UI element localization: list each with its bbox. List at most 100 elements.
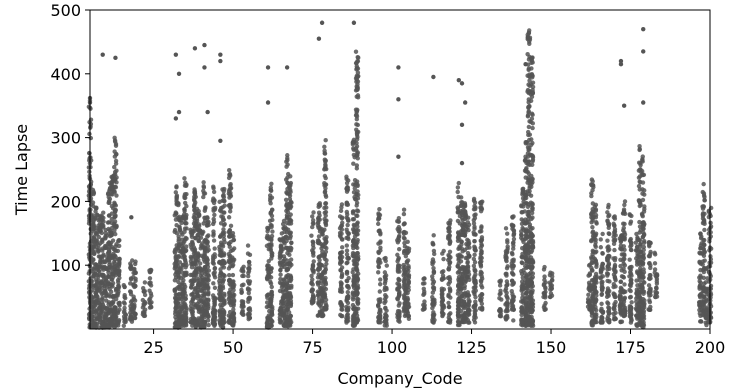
data-point — [541, 305, 547, 310]
outlier-point — [176, 71, 182, 77]
data-point — [197, 223, 202, 229]
data-point — [205, 264, 211, 269]
data-point — [116, 243, 122, 249]
data-point — [397, 301, 402, 306]
data-point — [142, 309, 147, 315]
data-point — [606, 205, 611, 210]
outlier-point — [218, 52, 223, 57]
data-point — [338, 280, 343, 285]
data-point — [246, 299, 251, 304]
data-point — [106, 198, 112, 204]
data-point — [117, 307, 122, 312]
data-point — [264, 275, 270, 281]
data-point — [221, 272, 226, 278]
data-point — [112, 164, 117, 170]
data-point — [612, 227, 618, 232]
data-point — [522, 196, 528, 201]
data-point — [447, 240, 453, 245]
data-point — [230, 293, 236, 299]
data-point — [503, 257, 509, 263]
data-point — [103, 234, 108, 239]
data-point — [530, 84, 536, 90]
data-point — [599, 292, 604, 297]
data-point — [461, 319, 467, 325]
data-point — [396, 228, 401, 234]
data-point — [323, 267, 329, 272]
data-point — [90, 318, 95, 324]
data-point — [606, 253, 611, 259]
data-point — [354, 140, 359, 146]
data-point — [322, 189, 328, 194]
data-point — [196, 293, 201, 299]
data-point — [621, 252, 626, 257]
data-point — [112, 305, 117, 311]
data-point — [285, 162, 290, 167]
data-point — [97, 265, 102, 270]
data-point — [354, 179, 360, 184]
data-point — [464, 269, 470, 275]
data-point — [473, 302, 478, 307]
data-point — [210, 293, 216, 298]
data-point — [221, 299, 226, 304]
data-point — [466, 293, 472, 298]
data-point — [268, 247, 274, 253]
data-point — [288, 274, 294, 280]
data-point — [383, 255, 388, 261]
data-point — [149, 293, 154, 299]
data-point — [202, 208, 207, 213]
data-point — [528, 323, 534, 328]
data-point — [99, 254, 104, 259]
data-point — [344, 248, 350, 253]
data-point — [212, 270, 217, 275]
data-point — [510, 252, 515, 257]
data-point — [441, 303, 446, 308]
data-point — [384, 294, 389, 299]
data-point — [354, 137, 360, 142]
data-point — [116, 319, 121, 324]
data-point — [530, 153, 536, 159]
data-point — [286, 322, 292, 328]
data-point — [287, 291, 293, 296]
data-point — [471, 263, 477, 269]
data-point — [519, 299, 524, 304]
data-point — [182, 273, 188, 278]
data-point — [204, 255, 209, 260]
data-point — [221, 192, 226, 198]
data-point — [511, 243, 516, 248]
data-point — [526, 159, 532, 164]
data-point — [395, 267, 401, 273]
data-point — [284, 275, 289, 280]
data-point — [106, 293, 112, 298]
data-point — [122, 284, 127, 290]
data-point — [446, 226, 451, 231]
data-point — [205, 318, 211, 323]
data-point — [376, 221, 381, 227]
data-point — [192, 191, 198, 197]
data-point — [122, 305, 127, 311]
data-point — [288, 174, 293, 179]
data-point — [622, 282, 627, 287]
data-point — [599, 282, 605, 287]
data-point — [541, 267, 547, 272]
data-point — [529, 314, 534, 320]
data-point — [377, 282, 383, 287]
data-point — [472, 320, 478, 325]
data-point — [268, 210, 273, 215]
data-point — [548, 291, 554, 296]
data-point — [229, 233, 235, 239]
data-point — [600, 250, 605, 256]
data-point — [247, 295, 252, 300]
data-point — [182, 319, 187, 325]
data-point — [87, 169, 92, 175]
data-point — [529, 94, 535, 100]
data-point — [309, 281, 314, 286]
data-point — [459, 254, 465, 259]
outlier-point — [284, 65, 290, 70]
data-point — [355, 66, 361, 71]
data-point — [405, 239, 410, 245]
data-point — [503, 308, 508, 314]
data-point — [191, 229, 197, 234]
data-point — [116, 283, 121, 288]
data-point — [503, 249, 509, 254]
data-point — [324, 166, 329, 172]
